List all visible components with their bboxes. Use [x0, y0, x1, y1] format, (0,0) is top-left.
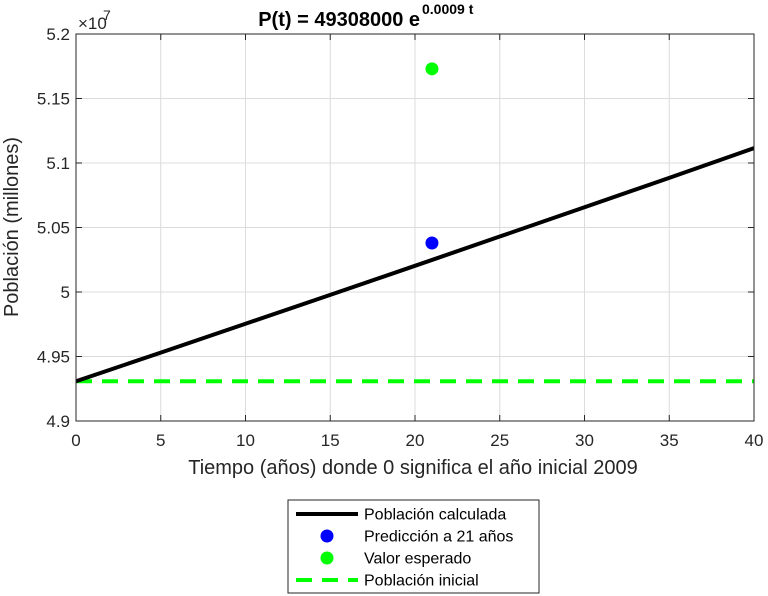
- y-tick-label: 5.15: [37, 90, 70, 109]
- x-tick-label: 25: [490, 431, 509, 450]
- y-exponent-power: 7: [103, 7, 111, 23]
- legend-valor-esperado-label: Valor esperado: [364, 551, 471, 568]
- series-poblacion-calculada-line: [75, 146, 755, 384]
- legend-poblacion-calculada-label: Población calculada: [364, 507, 506, 524]
- x-tick-label: 15: [321, 431, 340, 450]
- y-tick-label: 5.2: [46, 25, 70, 44]
- x-axis-label: Tiempo (años) donde 0 significa el año i…: [188, 457, 638, 479]
- y-tick-label: 4.9: [46, 412, 70, 431]
- y-tick-label: 5.1: [46, 154, 70, 173]
- series-prediccion-a-21-anos-point: [425, 236, 439, 250]
- x-tick-label: 35: [660, 431, 679, 450]
- legend-poblacion-inicial-label: Población inicial: [364, 573, 479, 590]
- legend-prediccion-a-21-anos-swatch: [320, 529, 334, 543]
- series-valor-esperado-point: [425, 62, 439, 76]
- y-tick-label: 5.05: [37, 219, 70, 238]
- series-layer: [75, 62, 755, 384]
- x-tick-label: 20: [406, 431, 425, 450]
- x-tick-label: 40: [745, 431, 764, 450]
- ticks: 0 5 10 15 20 25 30 35 40 4.9 4.95 5 5.05 5.1 5.15 5.2: [37, 25, 764, 450]
- y-axis-label: Población (millones): [1, 137, 23, 317]
- y-tick-label: 5: [61, 283, 70, 302]
- legend-prediccion-a-21-anos-label: Predicción a 21 años: [364, 529, 513, 546]
- chart-title: P(t) = 49308000 e: [258, 9, 420, 31]
- x-tick-label: 5: [156, 431, 165, 450]
- y-exponent-base: ×10: [78, 14, 107, 33]
- x-tick-label: 0: [71, 431, 80, 450]
- legend-valor-esperado-swatch: [320, 551, 334, 565]
- chart-title-exponent: 0.0009 t: [422, 1, 474, 17]
- x-tick-label: 10: [236, 431, 255, 450]
- legend: Población calculada Predicción a 21 años V…: [287, 499, 540, 594]
- x-tick-label: 30: [575, 431, 594, 450]
- y-tick-label: 4.95: [37, 348, 70, 367]
